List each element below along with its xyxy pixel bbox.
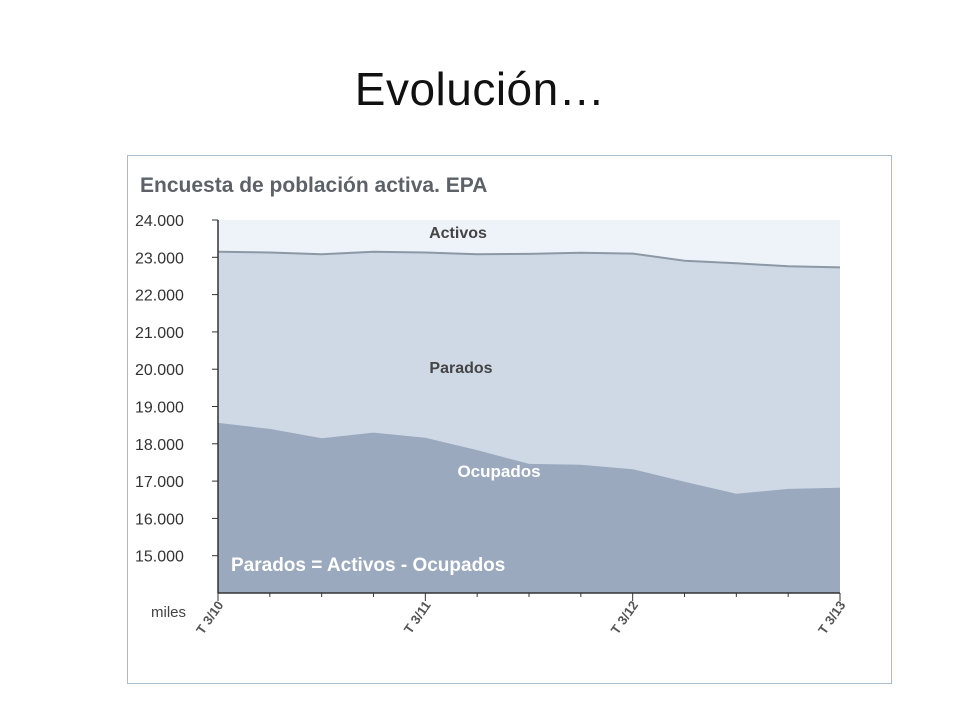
x-tick-label: T 3/11 <box>401 598 434 636</box>
y-tick-label: 24.000 <box>135 213 184 230</box>
slide-title: Evolución… <box>354 63 606 115</box>
y-tick-label: 22.000 <box>135 288 184 305</box>
band-label-ocupados: Ocupados <box>457 462 540 481</box>
series-line-activos <box>217 250 841 269</box>
chart-frame: 24.000 23.000 22.000 21.000 20.000 19.000 18.0… <box>127 155 892 684</box>
y-tick-label: 19.000 <box>135 400 184 417</box>
band-label-activos: Activos <box>429 225 487 242</box>
x-tick-label: T 3/12 <box>608 598 641 637</box>
y-tick-label: 18.000 <box>135 437 184 454</box>
series-area-ocupados <box>218 422 840 593</box>
y-unit-label: miles <box>151 604 186 621</box>
x-tick-label: T 3/13 <box>815 598 848 637</box>
band-label-parados: Parados <box>429 360 492 377</box>
x-tick-label: T 3/10 <box>193 598 226 637</box>
y-tick-label: 21.000 <box>135 325 184 342</box>
y-tick-label: 23.000 <box>135 250 184 267</box>
y-tick-label: 17.000 <box>135 474 184 491</box>
chart-title: Encuesta de población activa. EPA <box>140 174 487 197</box>
epa-area-chart: 24.000 23.000 22.000 21.000 20.000 19.000 18.0… <box>135 174 848 637</box>
y-tick-label: 20.000 <box>135 362 184 379</box>
y-tick-label: 16.000 <box>135 511 184 528</box>
y-tick-label: 15.000 <box>135 549 184 566</box>
chart-annotation: Parados = Activos - Ocupados <box>231 555 505 576</box>
